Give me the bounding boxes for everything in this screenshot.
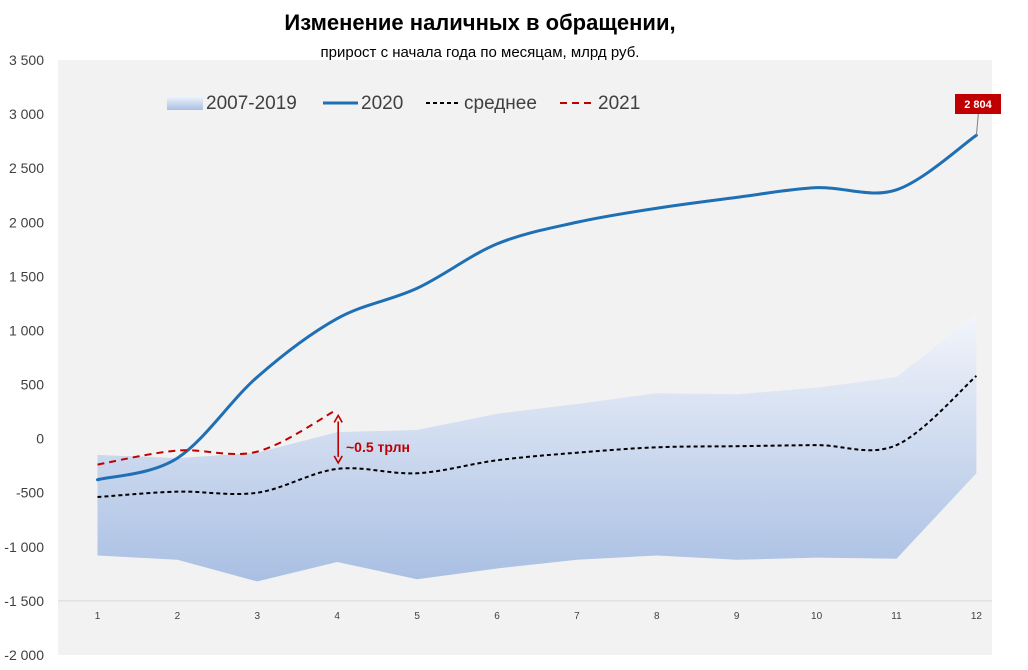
x-tick-label: 8	[654, 611, 660, 622]
chart-subtitle: прирост с начала года по месяцам, млрд р…	[320, 44, 640, 61]
gap-arrow-head-down	[333, 455, 343, 465]
x-tick-label: 10	[811, 611, 823, 622]
data-label-2804: 2 804	[964, 99, 992, 111]
x-tick-label: 12	[971, 611, 983, 622]
legend-label-2007-2019: 2007-2019	[206, 93, 297, 114]
x-tick-label: 1	[95, 611, 101, 622]
y-tick-label: 0	[36, 431, 44, 447]
legend-label-average: среднее	[464, 93, 537, 114]
gap-arrow-head-up	[333, 413, 343, 423]
legend-label-2021: 2021	[598, 93, 640, 114]
x-tick-label: 6	[494, 611, 500, 622]
x-tick-label: 11	[891, 611, 902, 622]
x-tick-label: 2	[175, 611, 181, 622]
legend-swatch-2007-2019	[167, 96, 203, 110]
y-tick-label: -2 000	[4, 647, 44, 663]
x-tick-label: 7	[574, 611, 580, 622]
data-label-leader	[975, 112, 979, 136]
x-tick-label: 5	[414, 611, 420, 622]
chart-title: Изменение наличных в обращении,	[284, 10, 676, 35]
y-tick-label: 2 500	[9, 160, 44, 176]
x-tick-label: 9	[734, 611, 740, 622]
gap-annotation-label: ~0.5 трлн	[346, 439, 410, 455]
y-tick-label: -1 500	[4, 593, 44, 609]
series-line-average	[97, 375, 978, 499]
y-tick-label: 1 000	[9, 322, 44, 338]
x-tick-label: 4	[334, 611, 340, 622]
y-tick-label: 3 000	[9, 106, 44, 122]
series-line-2021	[97, 408, 338, 466]
y-tick-label: 1 500	[9, 268, 44, 284]
series-line-2020	[96, 133, 978, 482]
y-tick-label: 2 000	[9, 214, 44, 230]
y-tick-label: 500	[21, 377, 45, 393]
x-tick-label: 3	[255, 611, 261, 622]
y-tick-label: -1 000	[4, 539, 44, 555]
y-tick-label: -500	[16, 485, 44, 501]
band-area-2007-2019	[97, 314, 977, 582]
data-label-box	[955, 94, 1001, 114]
plot-background	[58, 60, 992, 655]
legend-label-2020: 2020	[361, 93, 403, 114]
